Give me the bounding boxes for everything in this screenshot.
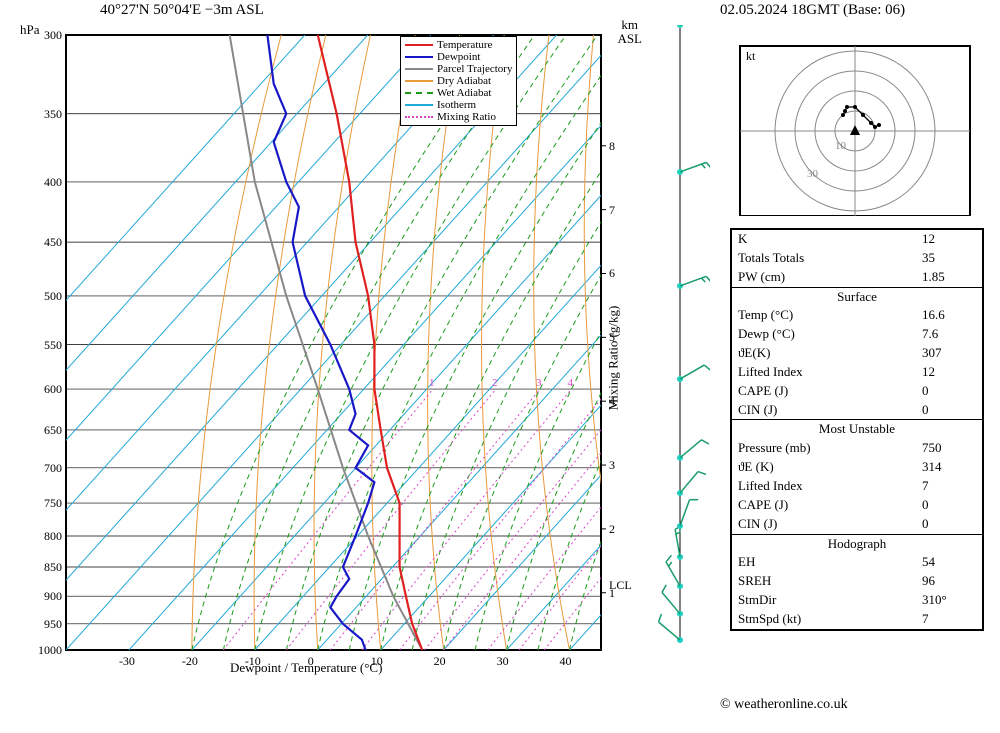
table-row: Totals Totals35 (732, 249, 982, 268)
hodograph: kt 10 30 (730, 36, 980, 216)
svg-text:1: 1 (429, 377, 435, 389)
temp-tick: 0 (308, 654, 314, 669)
table-row: Temp (°C)16.6 (732, 306, 982, 325)
pressure-tick: 900 (44, 589, 62, 604)
table-row: ϑE (K)314 (732, 458, 982, 477)
pressure-tick: 650 (44, 423, 62, 438)
table-row: StmSpd (kt)7 (732, 610, 982, 629)
pressure-tick: 950 (44, 617, 62, 632)
copyright: © weatheronline.co.uk (720, 697, 848, 713)
pressure-tick: 300 (44, 28, 62, 43)
temp-tick: 30 (497, 654, 509, 669)
temp-tick: 40 (560, 654, 572, 669)
table-row: CIN (J)0 (732, 401, 982, 420)
alt-tick: 6 (609, 266, 615, 281)
table-row: ϑE(K)307 (732, 344, 982, 363)
pressure-tick: 400 (44, 175, 62, 190)
table-row: SREH96 (732, 572, 982, 591)
alt-tick: 4 (609, 394, 615, 409)
legend-item: Mixing Ratio (405, 111, 512, 123)
temp-tick: 10 (371, 654, 383, 669)
pressure-tick: 350 (44, 107, 62, 122)
table-header: Hodograph (732, 535, 982, 554)
legend-item: Temperature (405, 39, 512, 51)
legend-item: Isotherm (405, 99, 512, 111)
sidebar: kt 10 30 K12Totals Totals35PW (cm)1.85Surf… (730, 10, 990, 723)
temp-tick: -30 (119, 654, 135, 669)
alt-tick: 2 (609, 522, 615, 537)
legend: TemperatureDewpointParcel TrajectoryDry … (400, 36, 517, 126)
table-header: Surface (732, 288, 982, 307)
table-row: StmDir310° (732, 591, 982, 610)
legend-item: Wet Adiabat (405, 87, 512, 99)
pressure-tick: 500 (44, 289, 62, 304)
table-row: Pressure (mb)750 (732, 439, 982, 458)
temp-tick: 20 (434, 654, 446, 669)
legend-item: Parcel Trajectory (405, 63, 512, 75)
pressure-tick: 1000 (38, 643, 62, 658)
pressure-tick: 450 (44, 235, 62, 250)
legend-item: Dry Adiabat (405, 75, 512, 87)
table-row: CIN (J)0 (732, 515, 982, 534)
table-row: Lifted Index7 (732, 477, 982, 496)
svg-text:10: 10 (835, 140, 847, 152)
svg-text:3: 3 (536, 377, 542, 389)
alt-tick: 5 (609, 330, 615, 345)
table-row: Dewp (°C)7.6 (732, 325, 982, 344)
legend-item: Dewpoint (405, 51, 512, 63)
temp-tick: -10 (245, 654, 261, 669)
temp-tick: -20 (182, 654, 198, 669)
table-header: Most Unstable (732, 420, 982, 439)
pressure-tick: 700 (44, 461, 62, 476)
alt-tick: 8 (609, 139, 615, 154)
table-row: EH54 (732, 553, 982, 572)
pressure-tick: 850 (44, 560, 62, 575)
pressure-tick: 750 (44, 496, 62, 511)
svg-text:kt: kt (746, 49, 756, 63)
skewt-svg: 12346810152025 (10, 10, 630, 680)
pressure-tick: 600 (44, 382, 62, 397)
skewt-chart: hPa kmASL Mixing Ratio (g/kg) Dewpoint /… (10, 10, 630, 680)
table-row: Lifted Index12 (732, 363, 982, 382)
wind-barb-column (630, 25, 710, 665)
svg-text:6: 6 (605, 377, 611, 389)
table-row: CAPE (J)0 (732, 382, 982, 401)
table-row: PW (cm)1.85 (732, 268, 982, 287)
alt-tick: 3 (609, 458, 615, 473)
table-row: CAPE (J)0 (732, 496, 982, 515)
svg-text:2: 2 (492, 377, 498, 389)
windbarb-svg (630, 25, 710, 665)
table-row: K12 (732, 230, 982, 249)
alt-tick: 7 (609, 203, 615, 218)
svg-text:30: 30 (807, 168, 819, 180)
hodograph-svg: kt 10 30 (730, 36, 980, 216)
svg-text:4: 4 (567, 377, 573, 389)
pressure-tick: 550 (44, 338, 62, 353)
main-container: hPa kmASL Mixing Ratio (g/kg) Dewpoint /… (10, 10, 990, 723)
pressure-tick: 800 (44, 529, 62, 544)
data-table: K12Totals Totals35PW (cm)1.85SurfaceTemp… (730, 228, 984, 631)
lcl-label: LCL (609, 578, 632, 593)
